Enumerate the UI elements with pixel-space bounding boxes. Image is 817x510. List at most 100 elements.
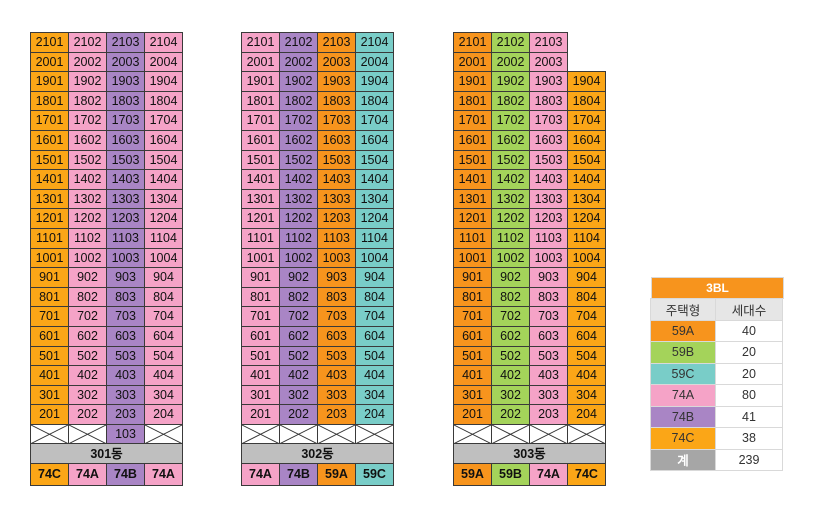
unit-type-label: 74A <box>529 463 568 487</box>
unit-cell: 1803 <box>317 90 356 112</box>
unit-cell: 1902 <box>279 71 318 92</box>
unit-cell: 301 <box>453 384 492 406</box>
unit-cell: 1403 <box>317 169 356 190</box>
unit-cell: 1904 <box>144 71 183 92</box>
legend-count: 41 <box>715 405 783 428</box>
unit-cell: 1003 <box>529 247 568 269</box>
unit-cell: 2003 <box>317 51 356 73</box>
building-name-label: 303동 <box>453 443 606 465</box>
unit-cell: 502 <box>279 345 318 367</box>
unit-type-label: 74A <box>241 463 280 487</box>
unit-cell: 1102 <box>279 227 318 249</box>
unit-cell: 2001 <box>30 51 69 73</box>
unit-cell: 1804 <box>567 90 606 112</box>
unit-type-label: 59A <box>453 463 492 487</box>
unit-cell: 2103 <box>106 32 145 53</box>
building-302: 2101 2102 2103 2104 2001 2002 2003 2004 1901 1902… <box>241 32 394 487</box>
unit-cell: 804 <box>567 286 606 308</box>
unit-cell: 503 <box>317 345 356 367</box>
unit-cell: 1103 <box>317 227 356 249</box>
unit-cell: 1601 <box>30 129 69 151</box>
unit-cell: 803 <box>529 286 568 308</box>
unit-cell: 504 <box>355 345 394 367</box>
unit-cell: 1604 <box>355 129 394 151</box>
unit-cell: 1702 <box>279 110 318 131</box>
unit-cell: 1001 <box>241 247 280 269</box>
unit-cell: 1501 <box>30 149 69 171</box>
unit-cell: 1403 <box>106 169 145 190</box>
unit-cell: 1401 <box>30 169 69 190</box>
building-303: 2101 2102 2103 2001 2002 2003 1901 1902 1903 1904… <box>453 32 606 487</box>
unit-cell: 602 <box>491 325 530 347</box>
unit-cell: 303 <box>317 384 356 406</box>
unit-cell: 1302 <box>279 188 318 210</box>
unit-cell: 1701 <box>453 110 492 131</box>
unit-cell: 203 <box>529 404 568 425</box>
unit-cell: 1503 <box>106 149 145 171</box>
crossed-out-cell <box>453 423 492 445</box>
unit-cell: 1502 <box>491 149 530 171</box>
unit-cell: 304 <box>567 384 606 406</box>
unit-cell: 304 <box>144 384 183 406</box>
legend-type-swatch: 74C <box>650 427 716 450</box>
unit-cell: 704 <box>567 306 606 327</box>
unit-cell: 1704 <box>355 110 394 131</box>
unit-cell: 1204 <box>355 208 394 229</box>
unit-cell: 1101 <box>241 227 280 249</box>
unit-type-label: 74C <box>567 463 606 487</box>
unit-cell: 1803 <box>106 90 145 112</box>
unit-cell: 2002 <box>68 51 107 73</box>
legend-row: 74C 38 <box>650 427 784 450</box>
unit-cell: 1502 <box>279 149 318 171</box>
unit-cell: 1703 <box>106 110 145 131</box>
unit-cell: 1402 <box>279 169 318 190</box>
unit-cell: 1702 <box>491 110 530 131</box>
unit-cell: 601 <box>30 325 69 347</box>
unit-cell: 804 <box>144 286 183 308</box>
unit-cell: 804 <box>355 286 394 308</box>
unit-cell: 2001 <box>241 51 280 73</box>
unit-cell: 903 <box>106 267 145 288</box>
unit-cell: 1201 <box>241 208 280 229</box>
unit-cell: 1404 <box>567 169 606 190</box>
unit-cell: 1102 <box>491 227 530 249</box>
unit-cell: 702 <box>68 306 107 327</box>
legend-header-type: 주택형 <box>650 298 716 321</box>
unit-cell: 2103 <box>317 32 356 53</box>
unit-cell: 201 <box>241 404 280 425</box>
unit-cell: 504 <box>567 345 606 367</box>
unit-cell: 2002 <box>491 51 530 73</box>
legend-total-row: 계 239 <box>650 448 784 471</box>
unit-cell: 802 <box>491 286 530 308</box>
unit-cell: 1001 <box>30 247 69 269</box>
unit-cell: 1803 <box>529 90 568 112</box>
unit-cell: 1701 <box>30 110 69 131</box>
unit-cell: 1804 <box>355 90 394 112</box>
unit-cell: 603 <box>317 325 356 347</box>
unit-cell: 1902 <box>491 71 530 92</box>
unit-cell: 302 <box>279 384 318 406</box>
legend-row: 59B 20 <box>650 341 784 364</box>
unit-cell: 1104 <box>567 227 606 249</box>
unit-cell: 1402 <box>68 169 107 190</box>
unit-cell: 301 <box>30 384 69 406</box>
unit-cell: 904 <box>144 267 183 288</box>
unit-cell: 403 <box>106 365 145 386</box>
unit-cell: 403 <box>529 365 568 386</box>
unit-cell: 1101 <box>453 227 492 249</box>
unit-type-label: 74B <box>279 463 318 487</box>
unit-type-label: 59C <box>355 463 394 487</box>
unit-cell: 1702 <box>68 110 107 131</box>
unit-cell: 1901 <box>453 71 492 92</box>
unit-cell: 1901 <box>30 71 69 92</box>
unit-cell: 901 <box>453 267 492 288</box>
unit-cell: 1404 <box>355 169 394 190</box>
unit-cell: 901 <box>30 267 69 288</box>
unit-cell: 401 <box>453 365 492 386</box>
unit-cell: 1104 <box>355 227 394 249</box>
unit-cell: 703 <box>106 306 145 327</box>
unit-cell: 502 <box>491 345 530 367</box>
unit-cell: 401 <box>241 365 280 386</box>
unit-cell: 2004 <box>355 51 394 73</box>
unit-cell: 1003 <box>106 247 145 269</box>
